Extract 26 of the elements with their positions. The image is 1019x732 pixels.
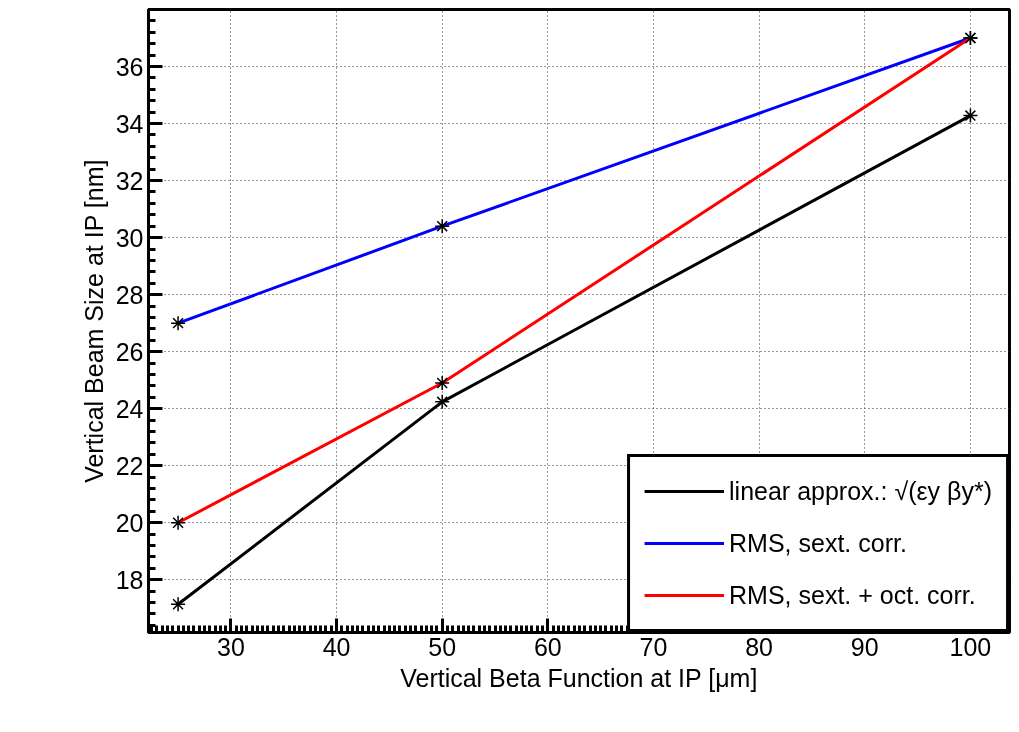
x-tick-label: 100: [949, 632, 992, 661]
legend-label: linear approx.: √(εy βy*): [729, 475, 992, 507]
y-axis-title: Vertical Beam Size at IP [nm]: [79, 159, 108, 483]
legend-label: RMS, sext. + oct. corr.: [729, 579, 976, 611]
y-tick-label: 24: [115, 394, 144, 423]
y-tick-label: 18: [115, 565, 144, 594]
point: [434, 394, 450, 410]
y-tick-label: 36: [115, 52, 144, 81]
x-axis-title: Vertical Beta Function at IP [μm]: [400, 663, 758, 692]
x-tick-label: 90: [850, 632, 879, 661]
y-tick-label: 26: [115, 337, 144, 366]
x-tick-label: 30: [217, 632, 245, 661]
y-tick-label: 34: [115, 109, 144, 138]
x-tick-label: 80: [745, 632, 774, 661]
x-tick-label: 60: [533, 632, 562, 661]
point: [962, 107, 979, 124]
x-tick-label: 70: [639, 632, 668, 661]
y-tick-label: 22: [115, 451, 144, 480]
point: [170, 596, 186, 613]
y-tick-label: 32: [115, 166, 144, 195]
x-tick-label: 50: [428, 632, 457, 661]
y-tick-label: 30: [115, 223, 144, 252]
legend-label: RMS, sext. corr.: [729, 527, 907, 559]
y-tick-label: 28: [115, 280, 144, 309]
y-tick-label: 20: [115, 508, 144, 537]
x-tick-label: 40: [322, 632, 351, 661]
